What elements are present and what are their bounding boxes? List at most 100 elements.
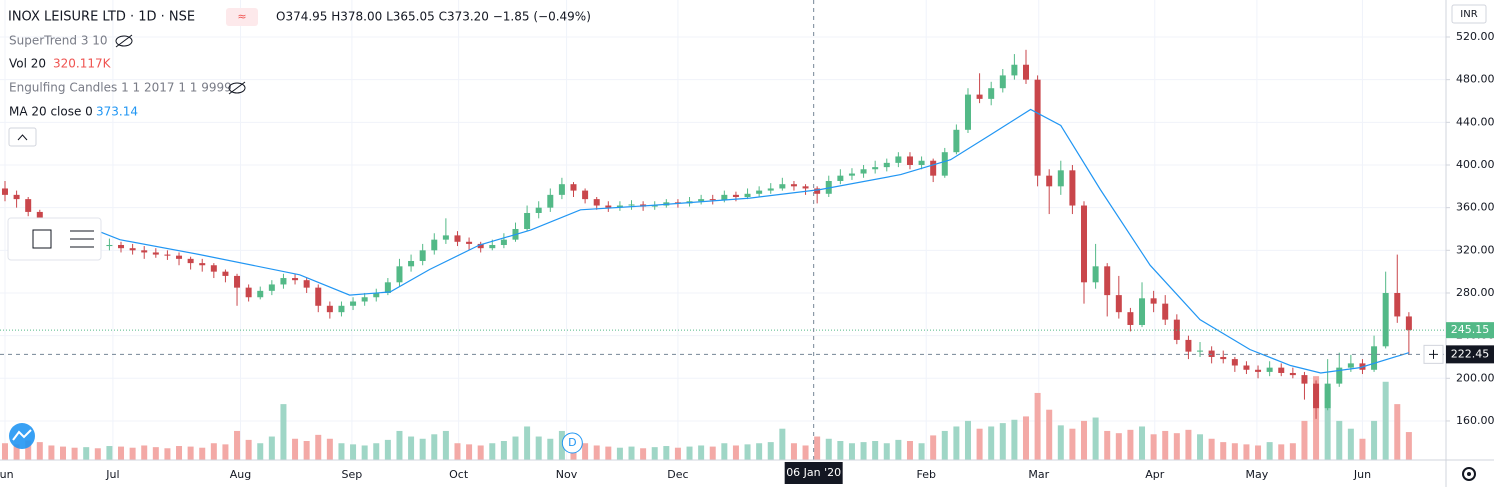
x-tick-label: Jul <box>105 468 119 481</box>
y-tick-label: 520.00 <box>1456 30 1494 43</box>
volume-bar <box>1289 443 1296 460</box>
candle-body <box>129 248 136 251</box>
volume-bar <box>1359 438 1366 460</box>
volume-bar <box>268 436 275 460</box>
volume-bar <box>350 444 357 460</box>
candle-body <box>13 194 20 200</box>
volume-bar <box>489 443 496 460</box>
y-tick-label: 400.00 <box>1456 158 1494 171</box>
volume-bar <box>558 430 565 460</box>
rectangle-tool[interactable] <box>32 229 52 249</box>
indicator-label[interactable]: SuperTrend 3 10 <box>9 34 108 48</box>
volume-bar <box>872 441 879 460</box>
currency: INR <box>1460 9 1477 20</box>
volume-bar <box>953 426 960 460</box>
y-tick-label: 280.00 <box>1456 286 1494 299</box>
indicator-label[interactable]: Engulfing Candles 1 1 2017 1 1 9999 <box>9 81 232 95</box>
volume-bar <box>1185 429 1192 460</box>
candle-body <box>953 129 960 153</box>
plus-icon <box>1429 349 1438 359</box>
x-tick-label: Dec <box>667 468 688 481</box>
candle-body <box>1243 365 1250 370</box>
candle-body <box>1115 295 1122 313</box>
candle-body <box>315 287 322 306</box>
candle-body <box>988 88 995 99</box>
x-tick-label: May <box>1246 468 1269 481</box>
volume-bar <box>1011 419 1018 460</box>
volume-bar <box>918 443 925 460</box>
collapse-button[interactable] <box>8 127 37 147</box>
candle-body <box>767 188 774 191</box>
tv-logo[interactable] <box>9 423 35 449</box>
volume-bar <box>964 420 971 460</box>
volume-bar <box>222 444 229 460</box>
volume-bar <box>118 446 125 460</box>
candle-body <box>930 160 937 176</box>
candle-body <box>338 305 345 313</box>
volume-bar <box>790 443 797 460</box>
volume-bar <box>582 443 589 460</box>
volume-bar <box>1139 426 1146 460</box>
indicator-label[interactable]: MA 20 close 0 <box>9 105 93 119</box>
candle-body <box>384 282 391 293</box>
candle-body <box>396 266 403 283</box>
candle-body <box>941 152 948 176</box>
currency-box[interactable] <box>1451 4 1487 24</box>
volume-bar <box>1092 417 1099 460</box>
candle-body <box>698 199 705 202</box>
volume-bar <box>848 443 855 460</box>
volume-bar <box>234 430 241 460</box>
settings-gear[interactable] <box>1462 467 1476 481</box>
last-price-label: 245.15 <box>1451 323 1490 336</box>
volume-bar <box>164 448 171 460</box>
candle-body <box>1185 339 1192 352</box>
volume-bar <box>245 439 252 460</box>
settings-tool[interactable] <box>70 230 94 248</box>
volume-bar <box>744 444 751 460</box>
candle-body <box>883 162 890 168</box>
candle-body <box>1301 375 1308 384</box>
volume-bar <box>176 446 183 460</box>
volume-bar <box>524 426 531 460</box>
crosshair-time-label: 06 Jan '20 <box>786 466 841 479</box>
volume-bar <box>547 438 554 460</box>
hidden-icon[interactable] <box>115 34 133 48</box>
candle-body <box>872 167 879 170</box>
volume-bar <box>988 426 995 460</box>
candle-body <box>1046 175 1053 187</box>
volume-bar <box>1243 444 1250 460</box>
candle-body <box>732 194 739 197</box>
volume-bar <box>419 438 426 460</box>
volume-bar <box>802 445 809 460</box>
candle-body <box>361 297 368 302</box>
volume-bar <box>1255 445 1262 460</box>
volume-bar <box>640 448 647 460</box>
volume-bar <box>326 438 333 460</box>
volume-bar <box>1371 420 1378 460</box>
candle-body <box>651 205 658 207</box>
indicator-label[interactable]: Vol 20 <box>9 57 46 71</box>
volume-bar <box>373 443 380 460</box>
candle-body <box>790 184 797 187</box>
event-badge[interactable] <box>561 432 583 454</box>
volume-bar <box>663 446 670 460</box>
candle-body <box>500 239 507 245</box>
symbol-title[interactable]: INOX LEISURE LTD · 1D · NSE <box>8 10 195 25</box>
volume-bar <box>60 446 67 460</box>
volume-bar <box>1057 425 1064 460</box>
candle-body <box>628 204 635 206</box>
candle-body <box>1313 383 1320 409</box>
compare-button[interactable] <box>226 8 258 26</box>
volume-bar <box>1394 404 1401 460</box>
volume-bar <box>199 447 206 460</box>
candle-body <box>1336 367 1343 384</box>
candle-body <box>1278 367 1285 373</box>
hidden-icon[interactable] <box>228 81 246 95</box>
volume-bar <box>767 442 774 460</box>
volume-bar <box>1115 433 1122 460</box>
volume-bar <box>1127 429 1134 460</box>
x-tick-label: Nov <box>556 468 578 481</box>
volume-bar <box>686 446 693 460</box>
y-tick-label: 320.00 <box>1456 243 1494 256</box>
